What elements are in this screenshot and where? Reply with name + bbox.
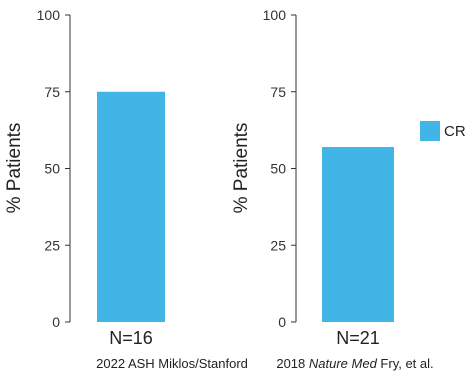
- chart-panel-right: % Patients 0 25 50 75 100 N=21 2018 Nature Me…: [231, 7, 434, 371]
- plot-area-right: 0 25 50 75 100 N=21: [263, 7, 394, 348]
- y-tick-label-left: 100: [37, 7, 61, 23]
- source-caption-right: 2018 Nature Med Fry, et al.: [276, 356, 433, 371]
- source-caption-right-suffix: Fry, et al.: [377, 356, 434, 371]
- y-tick-label-left: 25: [44, 237, 60, 253]
- source-caption-left: 2022 ASH Miklos/Stanford: [96, 356, 248, 371]
- y-tick-label-left: 75: [44, 84, 60, 100]
- chart-panel-left: % Patients 0 25 50 75 100 N=16 2022 ASH Miklo…: [4, 7, 248, 371]
- legend: CR: [420, 121, 466, 141]
- category-label-left: N=16: [109, 328, 153, 348]
- category-label-right: N=21: [336, 328, 380, 348]
- y-tick-label-right: 100: [263, 7, 287, 23]
- plot-area-left: 0 25 50 75 100 N=16: [37, 7, 165, 348]
- y-tick-label-right: 25: [270, 237, 286, 253]
- bar-cr-left: [97, 91, 165, 322]
- y-axis-title-left: % Patients: [4, 123, 25, 214]
- source-caption-right-italic: Nature Med: [309, 356, 378, 371]
- source-caption-right-prefix: 2018: [276, 356, 309, 371]
- legend-label-cr: CR: [444, 123, 466, 140]
- y-tick-label-left: 50: [44, 161, 60, 177]
- legend-swatch-cr: [420, 121, 440, 141]
- y-tick-label-right: 75: [270, 84, 286, 100]
- y-tick-label-right: 0: [278, 314, 286, 330]
- y-tick-label-left: 0: [52, 314, 60, 330]
- y-axis-title-right: % Patients: [231, 123, 252, 214]
- bar-cr-right: [322, 147, 394, 322]
- y-tick-label-right: 50: [270, 161, 286, 177]
